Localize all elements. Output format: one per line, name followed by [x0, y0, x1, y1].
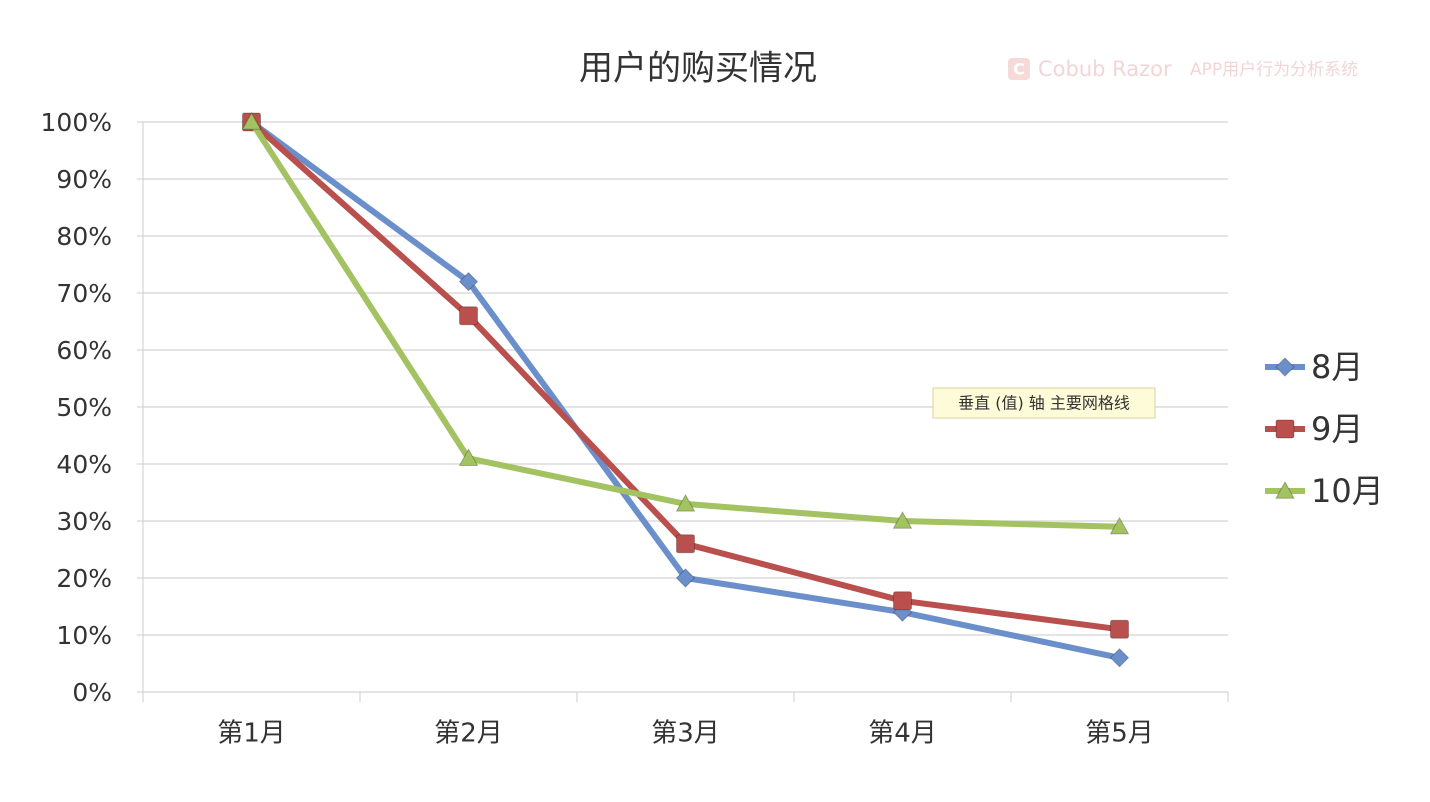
- y-tick-label: 50%: [56, 393, 112, 422]
- x-tick-label: 第2月: [434, 719, 503, 749]
- legend-label: 8月: [1311, 348, 1363, 386]
- watermark: APP用户行为分析系统: [1190, 60, 1358, 80]
- marker: [1109, 516, 1130, 535]
- legend-label: 9月: [1311, 410, 1363, 448]
- marker: [1275, 419, 1295, 439]
- y-tick-label: 20%: [56, 564, 112, 593]
- marker: [1275, 480, 1295, 499]
- y-tick-label: 60%: [56, 336, 112, 365]
- marker: [893, 591, 912, 611]
- x-tick-label: 第1月: [217, 719, 286, 749]
- watermark-logo-letter: C: [1013, 60, 1025, 79]
- y-tick-label: 90%: [56, 165, 112, 194]
- y-tick-label: 70%: [56, 279, 112, 308]
- x-tick-label: 第5月: [1085, 719, 1154, 749]
- chart-title: 用户的购买情况: [579, 49, 817, 89]
- series-line: [248, 120, 1120, 530]
- y-tick-label: 80%: [56, 222, 112, 251]
- marker: [1275, 357, 1295, 377]
- y-tick-label: 30%: [56, 507, 112, 536]
- watermark-logo: [1008, 58, 1030, 80]
- marker: [458, 271, 479, 292]
- marker: [1110, 619, 1129, 639]
- marker: [459, 306, 478, 326]
- marker: [675, 568, 696, 588]
- marker: [676, 534, 695, 554]
- marker: [1109, 648, 1130, 668]
- plot-area: 0% 10% 20% 30% 40% 50% 60% 70% 80% 90% 100% 第1月 第2月 第…: [41, 108, 1384, 749]
- watermark: Cobub Razor: [1038, 57, 1172, 81]
- legend-label: 10月: [1311, 472, 1384, 510]
- marker: [892, 510, 913, 529]
- x-tick-label: 第4月: [868, 719, 937, 749]
- y-tick-label: 40%: [56, 450, 112, 479]
- tooltip-text: 垂直 (值) 轴 主要网格线: [958, 394, 1130, 413]
- y-tick-label: 0%: [72, 678, 112, 707]
- x-tick-label: 第3月: [651, 719, 720, 749]
- marker: [458, 448, 479, 466]
- marker: [241, 111, 262, 130]
- marker: [675, 493, 696, 512]
- y-tick-label: 100%: [41, 108, 112, 137]
- y-tick-label: 10%: [56, 621, 112, 650]
- tooltip: [932, 387, 1156, 419]
